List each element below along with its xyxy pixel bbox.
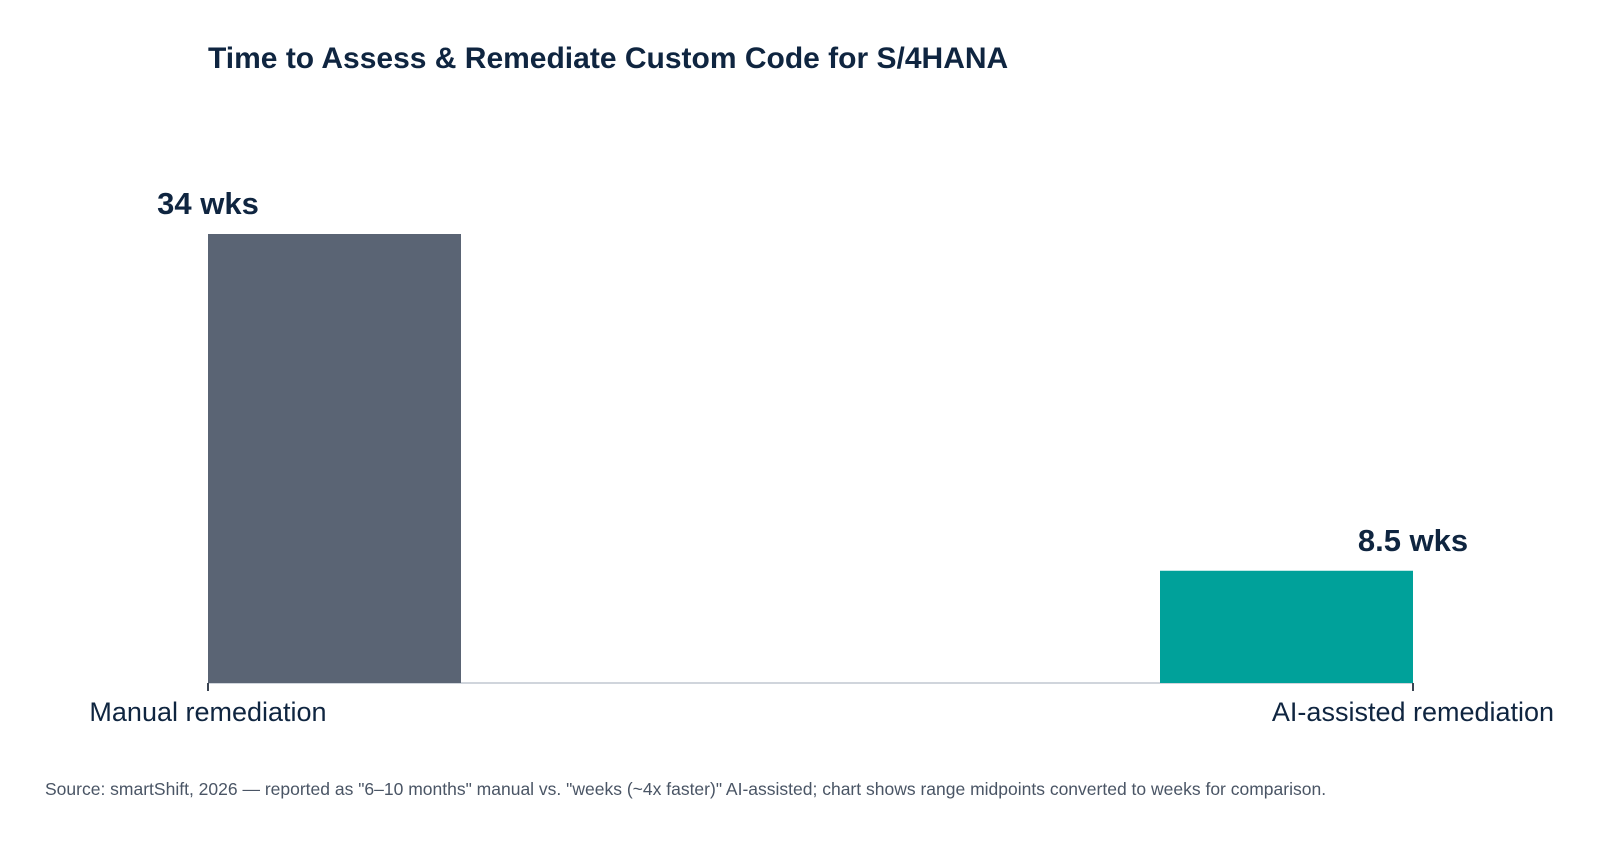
bar-ai-assisted-remediation: [1160, 570, 1413, 683]
value-label-ai-assisted-remediation: 8.5 wks: [1358, 523, 1468, 558]
bar-manual-remediation: [208, 234, 461, 683]
x-tick-label-manual-remediation: Manual remediation: [89, 697, 326, 727]
bars-group: 34 wks Manual remediation 8.5 wks AI-assist…: [89, 186, 1554, 727]
value-label-manual-remediation: 34 wks: [157, 186, 259, 221]
source-note: Source: smartShift, 2026 — reported as "…: [45, 779, 1327, 799]
chart-title: Time to Assess & Remediate Custom Code f…: [208, 42, 1008, 75]
x-tick-label-ai-assisted-remediation: AI-assisted remediation: [1272, 697, 1554, 727]
